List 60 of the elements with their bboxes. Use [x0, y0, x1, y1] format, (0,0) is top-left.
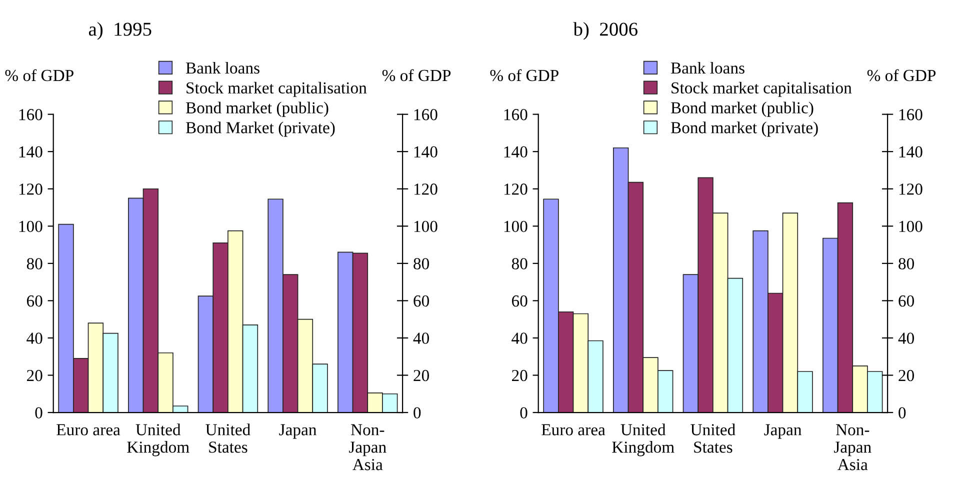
- y2-tick-label: 120: [414, 184, 438, 195]
- y-tick-label: 80: [26, 258, 42, 270]
- y-tick-label: 60: [26, 295, 42, 307]
- y-tick-label: 40: [512, 332, 528, 344]
- y2-tick-label: 40: [413, 332, 429, 344]
- chart-title: b) 2006: [573, 22, 638, 40]
- y-tick-label: 0: [520, 407, 528, 418]
- legend-label: Bank loans: [186, 62, 260, 74]
- y2-tick-label: 0: [898, 407, 906, 418]
- y2-axis-title: % of GDP: [382, 69, 451, 82]
- x-tick-label: Non- Japan Asia: [834, 424, 872, 470]
- y2-tick-label: 60: [414, 295, 429, 307]
- y-tick-label: 120: [19, 184, 42, 195]
- y2-tick-label: 0: [414, 407, 421, 418]
- legend-label: Bond market (public): [670, 102, 814, 117]
- y-tick-label: 0: [35, 407, 42, 418]
- y2-tick-label: 100: [899, 220, 922, 232]
- y-tick-label: 160: [504, 109, 528, 120]
- y2-tick-label: 40: [898, 332, 914, 344]
- legend-label: Bond market (public): [186, 102, 328, 117]
- y-tick-label: 20: [512, 370, 528, 382]
- y-axis-title: % of GDP: [5, 69, 74, 82]
- y2-tick-label: 120: [899, 184, 922, 195]
- y2-tick-label: 80: [414, 258, 429, 270]
- x-tick-label: United States: [690, 424, 736, 453]
- y2-tick-label: 20: [898, 370, 914, 382]
- x-tick-label: Japan: [764, 424, 802, 439]
- x-tick-label: Euro area: [542, 424, 606, 436]
- y-tick-label: 100: [504, 220, 528, 232]
- y2-tick-label: 100: [414, 220, 438, 232]
- y2-tick-label: 80: [898, 258, 914, 270]
- legend-label: Stock market capitalisation: [186, 82, 367, 97]
- y2-axis-title: % of GDP: [867, 69, 936, 82]
- x-tick-label: Japan: [279, 424, 317, 439]
- legend-label: Bond Market (private): [186, 122, 335, 137]
- legend-label: Bond market (private): [670, 122, 818, 137]
- x-tick-label: Euro area: [56, 424, 120, 436]
- y-tick-label: 60: [512, 295, 528, 307]
- x-tick-label: United States: [206, 424, 250, 453]
- legend-label: Stock market capitalisation: [672, 82, 852, 97]
- y2-tick-label: 160: [899, 109, 922, 120]
- y2-tick-label: 160: [414, 109, 438, 120]
- y2-tick-label: 140: [414, 146, 438, 158]
- y-tick-label: 100: [19, 220, 42, 232]
- y-tick-label: 160: [19, 109, 42, 120]
- x-tick-label: United Kingdom: [127, 424, 190, 456]
- chart-title: a) 1995: [88, 22, 152, 40]
- y2-tick-label: 20: [414, 370, 429, 382]
- y-tick-label: 20: [27, 370, 42, 382]
- y-tick-label: 140: [19, 146, 42, 158]
- y2-tick-label: 60: [898, 295, 914, 307]
- y-tick-label: 40: [26, 332, 42, 344]
- legend-label: Bank loans: [670, 62, 744, 74]
- y2-tick-label: 140: [899, 146, 922, 158]
- y-axis-title: % of GDP: [490, 69, 558, 82]
- y-tick-label: 80: [512, 258, 528, 270]
- y-tick-label: 120: [504, 184, 528, 195]
- x-tick-label: United Kingdom: [612, 424, 674, 456]
- x-tick-label: Non- Japan Asia: [349, 424, 386, 470]
- y-tick-label: 140: [504, 146, 528, 158]
